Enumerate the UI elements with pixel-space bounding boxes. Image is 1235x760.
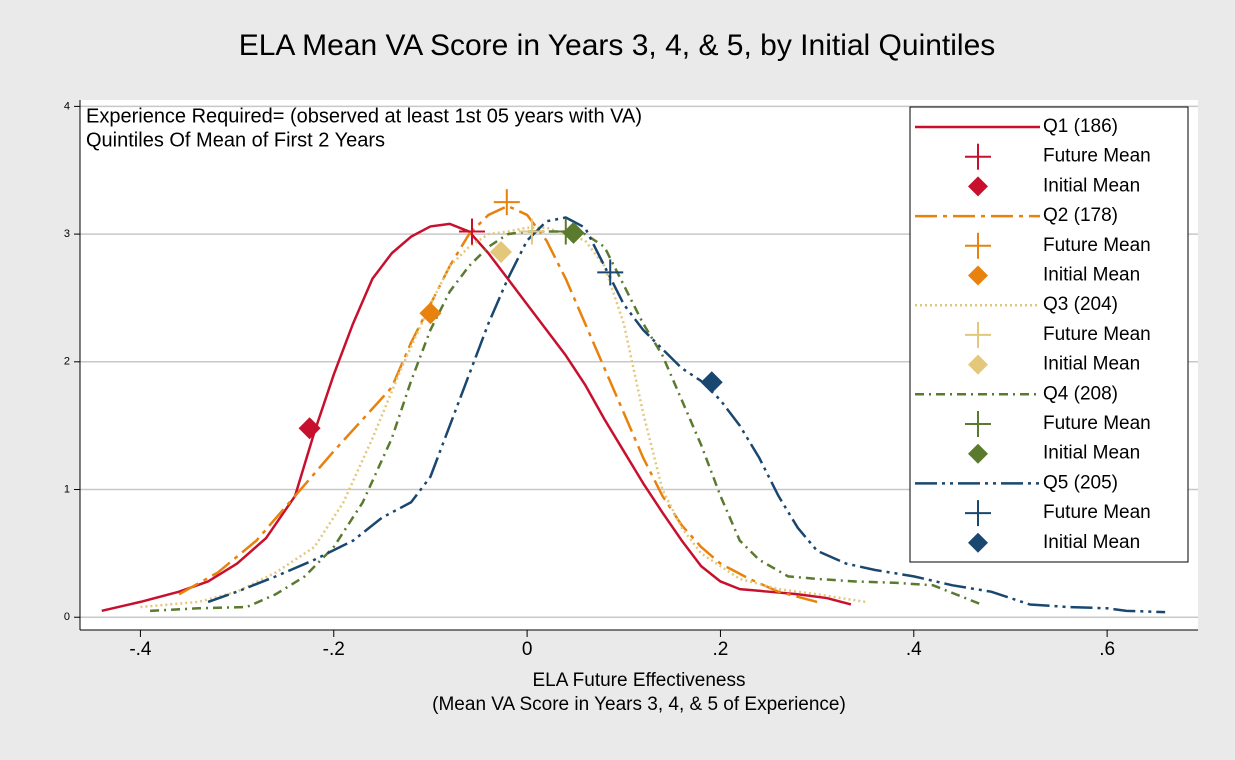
legend-label: Future Mean (1043, 146, 1151, 167)
x-tick-label: 0 (522, 639, 533, 660)
initial-mean-marker (700, 371, 723, 394)
legend-label: Q4 (208) (1043, 383, 1118, 404)
legend-label: Future Mean (1043, 413, 1151, 434)
legend-label: Q5 (205) (1043, 472, 1118, 493)
initial-mean-marker (562, 221, 585, 244)
legend-box (909, 106, 1189, 563)
legend-label: Initial Mean (1043, 354, 1140, 375)
x-tick-label: -.2 (323, 639, 345, 660)
legend-label: Initial Mean (1043, 443, 1140, 464)
legend-diamond (968, 176, 988, 197)
legend-label: Initial Mean (1043, 265, 1140, 286)
x-axis-title: (Mean VA Score in Years 3, 4, & 5 of Exp… (432, 694, 846, 715)
x-tick-label: .6 (1099, 639, 1115, 660)
initial-mean-marker (419, 302, 442, 325)
density-line (140, 226, 866, 609)
future-mean-marker (518, 218, 545, 245)
future-mean-marker (597, 259, 624, 286)
x-tick-label: .4 (906, 639, 922, 660)
legend-diamond (968, 354, 988, 375)
initial-mean-marker (490, 240, 513, 263)
y-tick-label: 2 (64, 356, 70, 368)
x-tick-label: -.4 (129, 639, 152, 660)
density-line (101, 222, 852, 613)
initial-mean-marker (298, 417, 321, 440)
y-tick-label: 3 (64, 228, 70, 240)
future-mean-marker (459, 218, 486, 245)
legend-label: Q1 (186) (1043, 116, 1118, 137)
y-tick-label: 4 (64, 100, 70, 112)
x-axis-title: ELA Future Effectiveness (533, 670, 746, 691)
future-mean-marker (552, 218, 579, 245)
legend-label: Initial Mean (1043, 175, 1140, 196)
legend-label: Future Mean (1043, 235, 1151, 256)
future-mean-marker (493, 189, 520, 216)
x-tick-label: .2 (713, 639, 729, 660)
legend-diamond (968, 265, 988, 286)
legend-label: Initial Mean (1043, 532, 1140, 553)
density-line (178, 204, 818, 604)
legend-diamond (968, 443, 988, 464)
y-tick-label: 0 (64, 611, 70, 623)
y-tick-label: 1 (64, 483, 70, 495)
legend-label: Future Mean (1043, 324, 1151, 345)
legend-label: Q2 (178) (1043, 205, 1118, 226)
density-line (207, 216, 1166, 614)
annotation: Quintiles Of Mean of First 2 Years (86, 129, 385, 151)
legend-diamond (968, 532, 988, 553)
legend-label: Future Mean (1043, 502, 1151, 523)
legend-label: Q3 (204) (1043, 294, 1118, 315)
annotation: Experience Required= (observed at least … (86, 105, 642, 127)
chart-title: ELA Mean VA Score in Years 3, 4, & 5, by… (239, 29, 996, 62)
